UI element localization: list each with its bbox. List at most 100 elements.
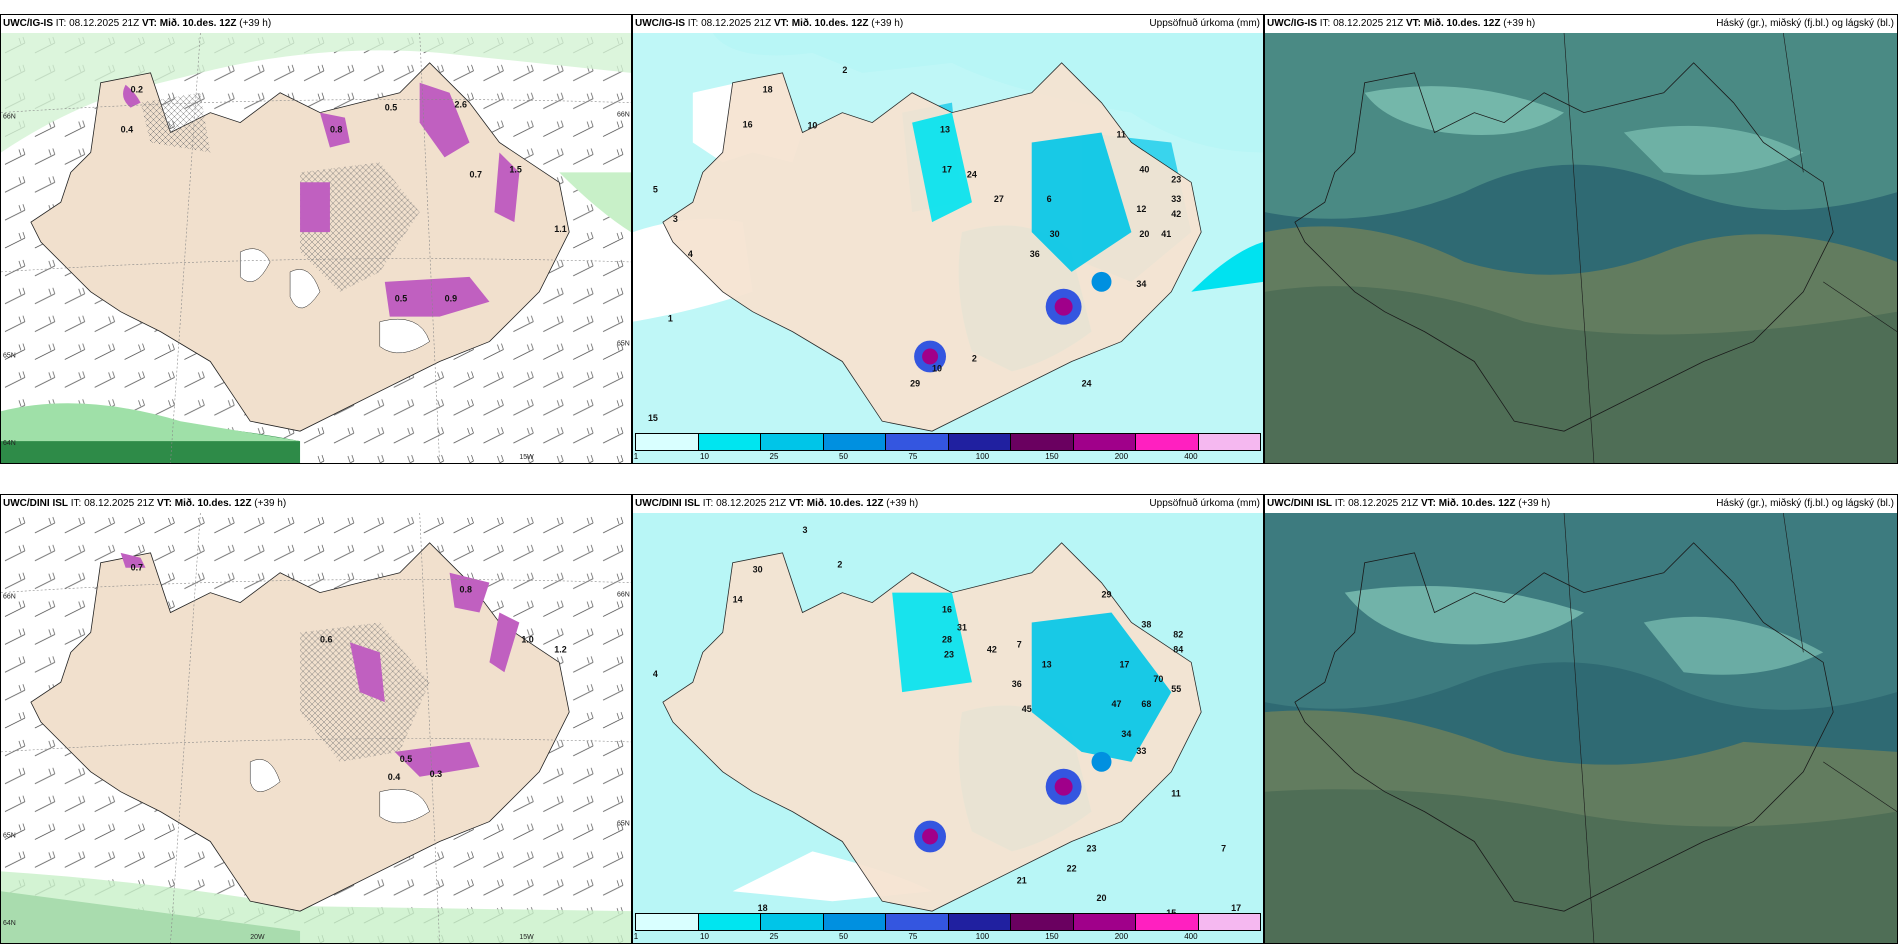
svg-text:66N: 66N [3, 114, 16, 121]
precip-title: Uppsöfnuð úrkoma (mm) [1149, 498, 1260, 509]
svg-text:38: 38 [1141, 619, 1151, 629]
cloud-map [1265, 513, 1897, 943]
colorbar-swatch [823, 434, 886, 450]
colorbar-label: 150 [1045, 452, 1059, 461]
svg-text:30: 30 [1050, 229, 1060, 239]
wind-panel-bottom: UWC/DINI ISL IT: 08.12.2025 21Z VT: Mið.… [0, 494, 632, 944]
svg-text:15: 15 [648, 413, 658, 423]
svg-text:18: 18 [758, 903, 768, 913]
cloud-panel-top: UWC/IG-IS IT: 08.12.2025 21Z VT: Mið. 10… [1264, 14, 1898, 464]
precip-map-svg: 3 30 14 2 16 31 28 23 42 7 13 36 45 29 3… [633, 513, 1263, 943]
svg-text:47: 47 [1111, 699, 1121, 709]
svg-text:84: 84 [1173, 644, 1183, 654]
colorbar-label: 50 [839, 452, 848, 461]
wind-map: 0.7 0.5 0.4 0.8 1.0 1.2 0.6 0.3 20W 15W … [1, 513, 631, 943]
svg-text:0.9: 0.9 [445, 294, 457, 304]
wind-panel-top: UWC/IG-IS IT: 08.12.2025 21Z VT: Mið. 10… [0, 14, 632, 464]
colorbar-swatch [948, 914, 1011, 930]
panel-title: UWC/IG-IS IT: 08.12.2025 21Z VT: Mið. 10… [633, 15, 1263, 33]
svg-text:0.3: 0.3 [430, 769, 442, 779]
wind-map-svg: 0.2 0.4 0.5 0.8 2.6 0.5 0.9 0.7 1.5 1.1 … [1, 33, 631, 463]
precip-panel-bottom: UWC/DINI ISL IT: 08.12.2025 21Z VT: Mið.… [632, 494, 1264, 944]
svg-text:15W: 15W [519, 934, 534, 941]
svg-text:66N: 66N [3, 594, 16, 601]
wind-map: 0.2 0.4 0.5 0.8 2.6 0.5 0.9 0.7 1.5 1.1 … [1, 33, 631, 463]
colorbar-swatch [1011, 434, 1074, 450]
svg-text:0.5: 0.5 [400, 754, 412, 764]
svg-text:41: 41 [1161, 229, 1171, 239]
svg-text:1.0: 1.0 [521, 634, 533, 644]
svg-text:13: 13 [1042, 659, 1052, 669]
colorbar-label: 75 [908, 452, 918, 461]
svg-text:1: 1 [668, 314, 673, 324]
colorbar-swatch [1136, 434, 1199, 450]
cloud-map-svg [1265, 513, 1897, 943]
svg-text:20W: 20W [250, 934, 265, 941]
cloud-panel-bottom: UWC/DINI ISL IT: 08.12.2025 21Z VT: Mið.… [1264, 494, 1898, 944]
colorbar-swatch [698, 914, 761, 930]
panel-title: UWC/DINI ISL IT: 08.12.2025 21Z VT: Mið.… [1265, 495, 1897, 513]
svg-text:0.8: 0.8 [460, 585, 472, 595]
cloud-title: Háský (gr.), miðský (fj.bl.) og lágský (… [1716, 18, 1894, 29]
svg-text:3: 3 [802, 525, 807, 535]
iceland-outline [1294, 62, 1834, 432]
svg-text:1.2: 1.2 [554, 644, 566, 654]
svg-text:64N: 64N [3, 920, 16, 927]
svg-text:34: 34 [1136, 279, 1146, 289]
colorbar-swatch [1136, 914, 1199, 930]
svg-text:0.4: 0.4 [388, 772, 400, 782]
svg-text:17: 17 [1119, 659, 1129, 669]
svg-text:29: 29 [1102, 590, 1112, 600]
svg-text:15W: 15W [519, 454, 534, 461]
svg-text:0.7: 0.7 [131, 563, 143, 573]
svg-text:1.1: 1.1 [554, 224, 566, 234]
colorbar-swatch [1011, 914, 1074, 930]
colorbar-label: 25 [769, 932, 779, 941]
precip-map-svg: 18 16 10 2 5 3 1 4 17 24 27 13 11 40 23 … [633, 33, 1263, 463]
colorbar-label: 50 [839, 932, 848, 941]
svg-text:13: 13 [940, 125, 950, 135]
cloud-map-svg [1265, 33, 1897, 463]
panel-title: UWC/IG-IS IT: 08.12.2025 21Z VT: Mið. 10… [1265, 15, 1897, 33]
svg-text:70: 70 [1153, 674, 1163, 684]
svg-text:7: 7 [1017, 639, 1022, 649]
svg-text:10: 10 [932, 363, 942, 373]
svg-text:18: 18 [763, 85, 773, 95]
precip-colorbar: 1 10 25 50 75 100 150 200 400 [634, 913, 1261, 941]
colorbar-swatch [698, 434, 761, 450]
svg-text:7: 7 [1221, 843, 1226, 853]
colorbar-swatch [886, 914, 949, 930]
svg-text:45: 45 [1022, 704, 1032, 714]
colorbar-label: 100 [975, 452, 990, 461]
wind-map-svg: 0.7 0.5 0.4 0.8 1.0 1.2 0.6 0.3 20W 15W … [1, 513, 631, 943]
svg-text:42: 42 [987, 644, 997, 654]
svg-text:34: 34 [1121, 729, 1131, 739]
svg-text:65N: 65N [617, 341, 630, 348]
svg-text:55: 55 [1171, 684, 1181, 694]
svg-text:6: 6 [1047, 194, 1052, 204]
iceland-landmass [30, 542, 570, 912]
svg-text:27: 27 [994, 194, 1004, 204]
colorbar-swatch [948, 434, 1011, 450]
colorbar-swatch [1198, 434, 1260, 450]
svg-text:30: 30 [753, 565, 763, 575]
colorbar-label: 1 [633, 452, 639, 461]
svg-text:1.5: 1.5 [509, 164, 521, 174]
precip-map: 18 16 10 2 5 3 1 4 17 24 27 13 11 40 23 … [633, 33, 1263, 463]
colorbar-swatch [823, 914, 886, 930]
svg-text:42: 42 [1171, 209, 1181, 219]
svg-text:2: 2 [842, 65, 847, 75]
svg-text:23: 23 [1171, 174, 1181, 184]
colorbar-label: 400 [1184, 452, 1198, 461]
svg-text:5: 5 [653, 184, 658, 194]
svg-text:0.5: 0.5 [395, 294, 407, 304]
colorbar-label: 150 [1045, 932, 1059, 941]
svg-text:0.8: 0.8 [330, 125, 342, 135]
svg-text:17: 17 [942, 164, 952, 174]
svg-text:2.6: 2.6 [455, 100, 467, 110]
svg-text:20: 20 [1139, 229, 1149, 239]
colorbar-swatch [886, 434, 949, 450]
svg-text:65N: 65N [617, 821, 630, 828]
svg-text:23: 23 [944, 649, 954, 659]
svg-text:0.6: 0.6 [320, 634, 332, 644]
